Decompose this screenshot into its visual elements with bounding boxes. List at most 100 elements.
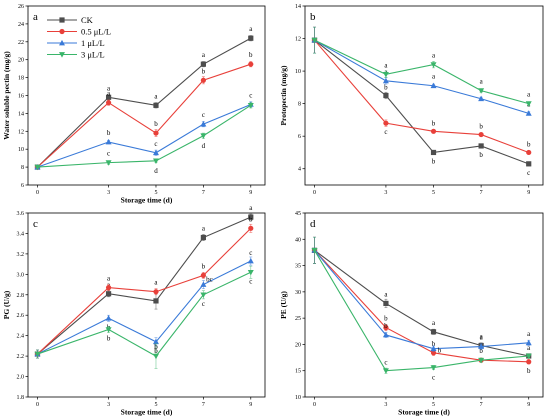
data-point — [105, 138, 112, 145]
significance-letter: c — [527, 169, 530, 177]
chart-panel-a: 6 8 10 12 14 16 18 20 22 24 26 0 3 5 7 9 Storage time (d… — [2, 4, 266, 205]
significance-letter: a — [432, 52, 436, 60]
data-point — [200, 292, 207, 298]
significance-letter: c — [384, 359, 387, 367]
data-point — [200, 281, 207, 287]
series-line — [314, 39, 529, 153]
y-axis-label: Water soluble pectin (mg/g) — [2, 51, 11, 140]
data-point — [153, 102, 159, 108]
data-point — [152, 338, 159, 345]
y-tick-label: 16 — [18, 94, 24, 100]
significance-letter: b — [202, 67, 206, 75]
data-point — [105, 327, 112, 333]
y-tick-label: 45 — [295, 211, 301, 217]
y-tick-label: 6 — [21, 183, 24, 189]
significance-letter: a — [527, 91, 531, 99]
data-point — [430, 365, 437, 371]
y-tick-label: 2.4 — [17, 334, 25, 340]
data-point — [152, 353, 159, 360]
data-point — [105, 285, 112, 291]
data-point — [247, 103, 254, 109]
data-point — [383, 300, 389, 307]
panel-label: d — [310, 218, 316, 230]
x-axis-label: Storage time (d) — [398, 408, 450, 417]
x-tick-label: 7 — [202, 190, 205, 196]
significance-letter: b — [527, 140, 531, 148]
significance-letter: b — [249, 215, 253, 223]
series-2: a a a a — [311, 26, 532, 116]
y-tick-label: 12 — [295, 37, 301, 43]
y-axis-label: Protopectin (mg/g) — [279, 65, 288, 126]
x-tick-label: 0 — [36, 190, 39, 196]
data-point — [248, 225, 254, 231]
x-tick-label: 5 — [432, 402, 435, 408]
series-line — [37, 260, 252, 355]
y-tick-label: 25 — [295, 316, 301, 322]
series-0: a a a a — [34, 204, 254, 359]
significance-letter: a — [480, 78, 484, 86]
series-3: bbc c — [34, 265, 254, 369]
data-point — [153, 289, 159, 295]
data-point — [311, 247, 318, 254]
y-tick-label: 3.2 — [17, 252, 25, 258]
data-point — [200, 61, 206, 67]
plot-frame — [304, 5, 544, 186]
y-axis-label: PG (U/g) — [2, 290, 11, 319]
series-2: bba a — [311, 236, 532, 355]
data-point — [105, 94, 112, 100]
series-line — [37, 227, 252, 355]
significance-letter: c — [249, 277, 252, 285]
data-point — [200, 272, 206, 278]
data-point — [248, 35, 254, 41]
significance-letter: c — [154, 140, 157, 148]
panel-label: b — [310, 11, 316, 23]
significance-letter: bc — [206, 276, 213, 284]
significance-letter: c — [432, 374, 435, 382]
x-tick-label: 7 — [202, 402, 205, 408]
significance-letter: a — [107, 84, 111, 92]
y-tick-label: 1.8 — [17, 395, 25, 401]
data-point — [200, 121, 207, 127]
significance-letter: b — [438, 347, 442, 355]
data-point — [247, 257, 254, 264]
y-tick-label: 30 — [295, 290, 301, 296]
data-point — [478, 88, 485, 94]
data-point — [105, 291, 112, 297]
y-tick-label: 2.2 — [17, 354, 25, 360]
data-point — [382, 77, 389, 84]
series-line — [314, 250, 529, 372]
data-point — [153, 298, 159, 304]
data-point — [430, 62, 437, 68]
data-point — [525, 339, 532, 346]
y-tick-label: 3.0 — [17, 272, 25, 278]
significance-letter: a — [202, 225, 206, 233]
series-1: c b b b — [311, 26, 532, 156]
significance-letter: a — [384, 61, 388, 69]
x-tick-label: 3 — [384, 190, 387, 196]
x-tick-label: 9 — [527, 402, 530, 408]
significance-letter: b — [202, 262, 206, 270]
y-tick-label: 15 — [295, 369, 301, 375]
panel-label: a — [33, 11, 38, 23]
y-tick-label: 14 — [295, 4, 301, 10]
y-tick-label: 14 — [18, 111, 24, 117]
significance-letter: b — [479, 123, 483, 131]
y-tick-label: 3.4 — [17, 231, 25, 237]
data-point — [430, 149, 437, 156]
data-point — [153, 130, 159, 136]
plot-frame — [304, 212, 544, 398]
data-point — [200, 77, 206, 83]
data-point — [248, 61, 254, 67]
significance-letter: c — [107, 150, 110, 158]
x-tick-label: 0 — [36, 402, 39, 408]
data-point — [34, 164, 41, 171]
significance-letter: a — [432, 73, 436, 81]
significance-letter: a — [154, 279, 158, 287]
y-tick-label: 2.0 — [17, 375, 25, 381]
legend-label: 3 μL/L — [81, 50, 105, 60]
data-point — [526, 149, 532, 156]
